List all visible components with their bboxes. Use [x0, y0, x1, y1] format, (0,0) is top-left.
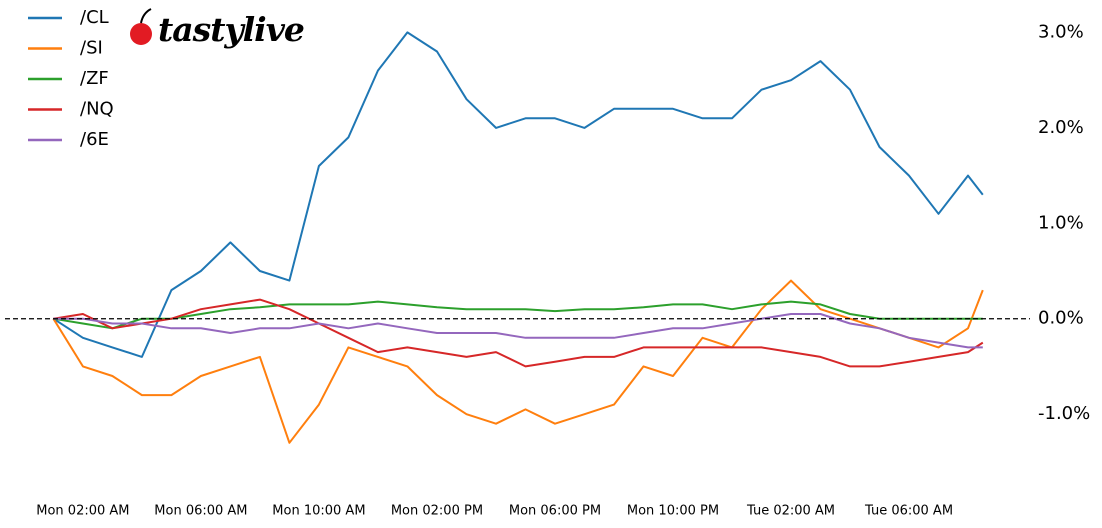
legend-label: /ZF — [80, 68, 109, 89]
legend-label: /6E — [80, 129, 109, 150]
x-tick-label: Mon 06:00 AM — [154, 504, 247, 519]
y-tick-label: 1.0% — [1038, 212, 1084, 233]
line-series — [53, 298, 984, 368]
legend-label: /NQ — [80, 99, 114, 120]
legend-label: /CL — [80, 7, 109, 28]
x-tick-label: Tue 02:00 AM — [746, 504, 835, 519]
y-tick-label: -1.0% — [1038, 403, 1090, 424]
y-tick-label: 0.0% — [1038, 308, 1084, 329]
x-tick-label: Mon 06:00 PM — [509, 504, 601, 519]
line-series — [53, 313, 983, 349]
line-series — [53, 300, 983, 330]
logo: tastylive — [158, 10, 304, 49]
x-tick-label: Mon 10:00 AM — [272, 504, 365, 519]
x-tick-label: Mon 02:00 AM — [36, 504, 129, 519]
legend-label: /SI — [80, 38, 103, 59]
line-series — [52, 279, 984, 444]
y-tick-label: 2.0% — [1038, 117, 1084, 138]
logo-stem — [140, 8, 152, 24]
x-tick-label: Mon 02:00 PM — [391, 504, 483, 519]
y-tick-label: 3.0% — [1038, 21, 1084, 42]
logo-cherry — [130, 23, 152, 45]
line-series — [52, 31, 984, 358]
x-tick-label: Mon 10:00 PM — [627, 504, 719, 519]
x-tick-label: Tue 06:00 AM — [864, 504, 953, 519]
